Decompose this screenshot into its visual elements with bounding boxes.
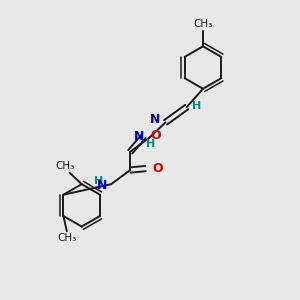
Text: CH₃: CH₃: [194, 19, 213, 29]
Text: H: H: [146, 139, 155, 149]
Text: CH₃: CH₃: [57, 233, 76, 243]
Text: H: H: [94, 176, 103, 186]
Text: N: N: [134, 130, 144, 143]
Text: O: O: [150, 129, 160, 142]
Text: N: N: [150, 113, 160, 127]
Text: CH₃: CH₃: [55, 161, 74, 172]
Text: H: H: [192, 100, 201, 110]
Text: O: O: [152, 162, 163, 175]
Text: N: N: [97, 178, 108, 191]
